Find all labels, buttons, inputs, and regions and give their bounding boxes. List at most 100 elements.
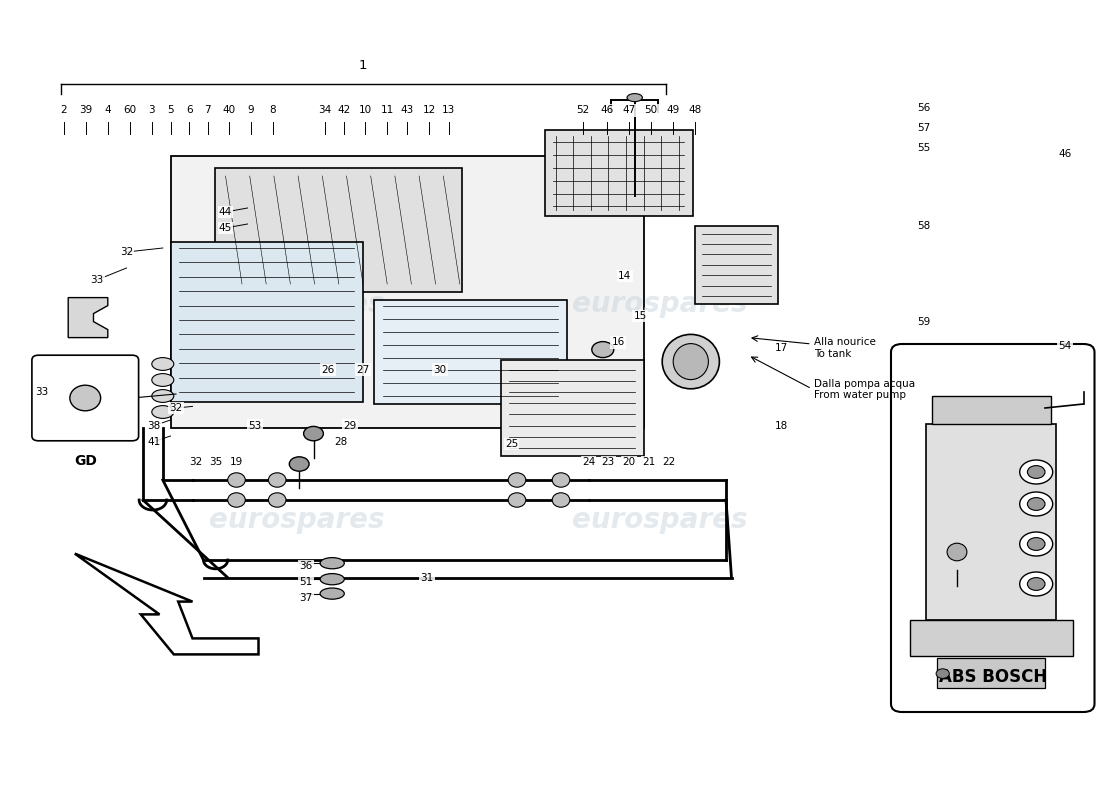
Ellipse shape [936, 669, 949, 678]
Ellipse shape [1020, 460, 1053, 484]
Text: 25: 25 [505, 439, 518, 449]
Ellipse shape [947, 543, 967, 561]
Text: 22: 22 [662, 458, 675, 467]
FancyBboxPatch shape [937, 658, 1045, 688]
Text: 46: 46 [1058, 149, 1071, 158]
FancyBboxPatch shape [932, 396, 1050, 424]
Ellipse shape [152, 390, 174, 402]
Ellipse shape [228, 473, 245, 487]
FancyBboxPatch shape [170, 156, 644, 428]
Text: 41: 41 [147, 437, 161, 446]
Ellipse shape [152, 374, 174, 386]
Ellipse shape [268, 493, 286, 507]
Ellipse shape [320, 558, 344, 569]
Text: Dalla pompa acqua: Dalla pompa acqua [814, 379, 915, 389]
FancyBboxPatch shape [214, 168, 462, 292]
Ellipse shape [662, 334, 719, 389]
Text: eurospares: eurospares [572, 506, 748, 534]
Text: 30: 30 [433, 365, 447, 374]
Text: 42: 42 [338, 106, 351, 115]
FancyBboxPatch shape [695, 226, 778, 304]
Ellipse shape [673, 344, 708, 379]
Ellipse shape [592, 342, 614, 358]
Text: 32: 32 [189, 458, 202, 467]
FancyBboxPatch shape [544, 130, 693, 216]
Ellipse shape [552, 473, 570, 487]
Text: 36: 36 [299, 562, 312, 571]
Ellipse shape [508, 493, 526, 507]
Ellipse shape [1020, 572, 1053, 596]
Polygon shape [68, 298, 108, 338]
Text: 32: 32 [120, 247, 133, 257]
Text: 58: 58 [917, 221, 931, 230]
Ellipse shape [152, 406, 174, 418]
Text: 35: 35 [209, 458, 222, 467]
Ellipse shape [1020, 532, 1053, 556]
Text: 38: 38 [147, 421, 161, 430]
Text: 55: 55 [917, 143, 931, 153]
Text: 15: 15 [634, 311, 647, 321]
Ellipse shape [70, 385, 101, 411]
Text: 33: 33 [90, 275, 103, 285]
Text: 32: 32 [169, 403, 183, 413]
Text: 17: 17 [774, 343, 788, 353]
Text: 2: 2 [60, 106, 67, 115]
Text: 60: 60 [123, 106, 136, 115]
Text: 59: 59 [917, 317, 931, 326]
Text: 27: 27 [356, 365, 370, 374]
Ellipse shape [320, 588, 344, 599]
Text: From water pump: From water pump [814, 390, 906, 400]
Text: 21: 21 [642, 458, 656, 467]
FancyBboxPatch shape [500, 360, 644, 456]
Text: 10: 10 [359, 106, 372, 115]
Text: 48: 48 [689, 106, 702, 115]
Ellipse shape [1027, 498, 1045, 510]
FancyBboxPatch shape [926, 424, 1056, 620]
Text: 4: 4 [104, 106, 111, 115]
Text: 34: 34 [318, 106, 331, 115]
FancyBboxPatch shape [32, 355, 139, 441]
Text: 40: 40 [222, 106, 235, 115]
Text: 5: 5 [167, 106, 174, 115]
Text: 13: 13 [442, 106, 455, 115]
Ellipse shape [1027, 466, 1045, 478]
Text: 7: 7 [205, 106, 211, 115]
Ellipse shape [304, 426, 323, 441]
Text: 9: 9 [248, 106, 254, 115]
Text: 6: 6 [186, 106, 192, 115]
Ellipse shape [268, 473, 286, 487]
FancyBboxPatch shape [170, 242, 363, 402]
Text: 1: 1 [359, 59, 367, 72]
Ellipse shape [1027, 538, 1045, 550]
Text: 14: 14 [618, 271, 631, 281]
Text: 50: 50 [645, 106, 658, 115]
Text: eurospares: eurospares [209, 290, 385, 318]
Ellipse shape [1027, 578, 1045, 590]
Text: To tank: To tank [814, 349, 851, 358]
Ellipse shape [152, 358, 174, 370]
Text: 23: 23 [602, 458, 615, 467]
FancyBboxPatch shape [891, 344, 1094, 712]
Text: GD: GD [74, 454, 97, 467]
Text: 39: 39 [79, 106, 92, 115]
FancyBboxPatch shape [374, 300, 566, 404]
Text: 12: 12 [422, 106, 436, 115]
Text: 37: 37 [299, 594, 312, 603]
Text: eurospares: eurospares [572, 290, 748, 318]
Polygon shape [75, 554, 258, 654]
Ellipse shape [627, 94, 642, 102]
Text: 26: 26 [321, 365, 334, 374]
Text: 57: 57 [917, 123, 931, 133]
Text: 45: 45 [219, 223, 232, 233]
Ellipse shape [228, 493, 245, 507]
Text: 44: 44 [219, 207, 232, 217]
Text: 53: 53 [249, 421, 262, 430]
Text: 20: 20 [623, 458, 636, 467]
Text: 54: 54 [1058, 341, 1071, 350]
Text: Alla nourice: Alla nourice [814, 338, 876, 347]
Text: 56: 56 [917, 103, 931, 113]
Text: 18: 18 [774, 421, 788, 430]
Text: 47: 47 [623, 106, 636, 115]
Text: 29: 29 [343, 421, 356, 430]
Text: 16: 16 [612, 338, 625, 347]
